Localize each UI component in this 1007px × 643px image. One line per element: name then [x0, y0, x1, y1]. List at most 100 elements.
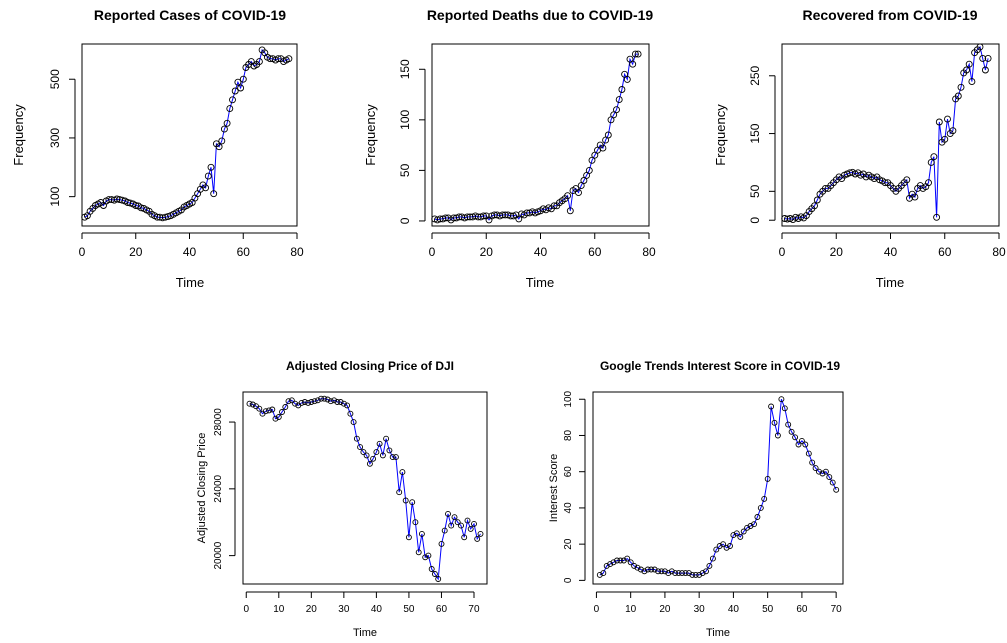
data-point	[637, 566, 644, 573]
y-axis: 0 50 100 150	[398, 59, 426, 224]
data-point	[737, 533, 744, 540]
data-point	[282, 404, 289, 410]
plot-frame	[81, 43, 298, 227]
x-tick-label: 20	[659, 604, 671, 615]
data-point	[957, 83, 965, 91]
data-point	[337, 399, 344, 405]
chart-reported-cases: Reported Cases of COVID-19 0 20 40 60 80 100…	[11, 7, 304, 290]
x-axis: 0 10 20 30 40 50 60 70	[594, 591, 843, 615]
data-point	[350, 419, 357, 426]
data-point	[379, 452, 386, 459]
data-point	[256, 405, 263, 412]
data-point	[441, 527, 448, 534]
data-point	[376, 440, 383, 447]
data-point	[795, 441, 802, 448]
data-point	[451, 514, 458, 521]
data-point	[585, 166, 593, 174]
data-point	[474, 213, 482, 221]
data-point	[450, 214, 458, 222]
data-point	[813, 196, 821, 204]
data-point	[672, 570, 679, 577]
data-point	[458, 522, 464, 529]
chart-title: Reported Cases of COVID-19	[94, 7, 286, 23]
data-point	[963, 66, 970, 74]
series-line	[84, 48, 290, 219]
data-point	[275, 414, 282, 420]
y-axis-label: Frequency	[713, 104, 728, 166]
data-point	[692, 571, 699, 578]
data-point	[935, 118, 943, 126]
data-point	[620, 557, 627, 564]
data-point	[308, 399, 315, 405]
data-point	[314, 397, 321, 404]
data-point	[968, 78, 976, 86]
data-point	[292, 400, 299, 407]
data-point	[911, 193, 919, 201]
data-point	[668, 568, 675, 575]
y-tick-label: 20000	[213, 541, 224, 569]
data-point	[740, 528, 747, 535]
x-tick-label: 0	[79, 245, 86, 259]
data-point	[234, 78, 242, 86]
data-point	[821, 184, 829, 192]
data-point	[634, 564, 641, 571]
data-point	[204, 172, 212, 180]
data-point	[658, 568, 665, 575]
x-tick-label: 0	[243, 604, 249, 615]
data-point	[360, 449, 367, 456]
data-point	[733, 530, 740, 537]
chart-google-trends: Google Trends Interest Score in COVID-19…	[548, 359, 844, 639]
data-point	[464, 517, 471, 524]
x-tick-label: 20	[830, 245, 844, 259]
data-point	[812, 465, 819, 472]
data-point	[507, 212, 515, 220]
data-point	[603, 562, 610, 569]
series-marks	[431, 50, 642, 224]
data-point	[477, 530, 484, 537]
data-point	[223, 119, 231, 127]
y-tick-label: 60	[563, 466, 574, 478]
data-point	[661, 568, 668, 575]
data-point	[298, 399, 305, 406]
data-point	[634, 50, 642, 58]
plot-frame	[781, 43, 1000, 227]
data-point	[723, 544, 730, 551]
data-point	[644, 566, 651, 573]
data-point	[648, 566, 655, 573]
data-point	[490, 211, 498, 219]
y-tick-label: 100	[563, 390, 574, 407]
data-point	[215, 143, 223, 151]
x-tick-label: 20	[129, 245, 143, 259]
data-point	[431, 571, 438, 577]
data-point	[402, 497, 409, 504]
data-point	[979, 54, 987, 62]
data-point	[761, 495, 768, 502]
y-axis: 100 300 500	[48, 69, 76, 207]
x-tick-label: 70	[831, 604, 843, 615]
data-point	[829, 479, 836, 486]
data-point	[679, 570, 685, 577]
data-point	[802, 441, 809, 448]
y-axis-label: Frequency	[363, 104, 378, 166]
data-point	[425, 552, 432, 559]
y-tick-label: 150	[398, 59, 412, 79]
data-point	[747, 523, 754, 529]
data-point	[474, 535, 481, 542]
x-tick-label: 0	[779, 245, 786, 259]
data-point	[720, 541, 727, 548]
data-point	[105, 196, 113, 204]
chart-title: Adjusted Closing Price of DJI	[286, 359, 454, 373]
series-line	[434, 53, 639, 221]
series-marks	[596, 396, 840, 578]
data-point	[301, 399, 308, 405]
data-point	[207, 163, 215, 171]
data-point	[610, 559, 617, 566]
data-point	[396, 489, 403, 496]
data-point	[696, 571, 703, 578]
data-point	[788, 428, 795, 435]
data-point	[428, 566, 435, 572]
data-point	[409, 499, 416, 506]
data-point	[210, 190, 218, 198]
data-point	[249, 401, 256, 408]
data-point	[445, 510, 451, 517]
